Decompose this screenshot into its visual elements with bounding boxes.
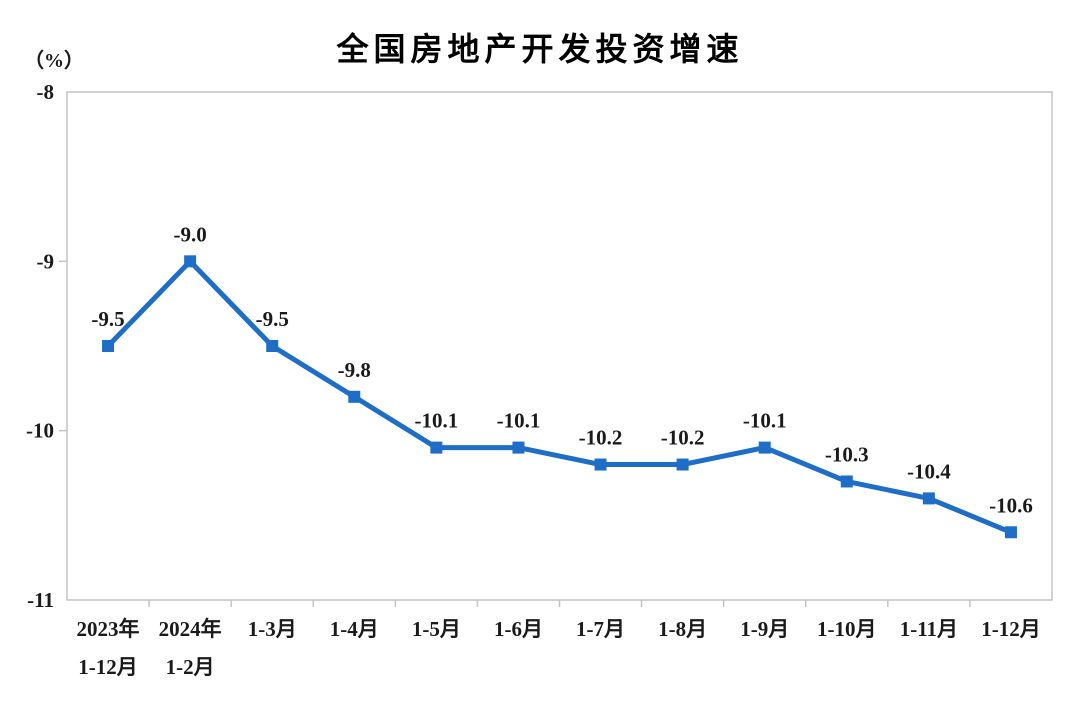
y-axis-unit-label: （%） bbox=[24, 50, 84, 72]
x-axis-category-label: 1-2月 bbox=[166, 655, 215, 679]
data-point-value-label: -10.2 bbox=[661, 426, 705, 450]
data-point-value-label: -9.5 bbox=[256, 307, 289, 331]
x-axis-category-label: 1-6月 bbox=[494, 617, 543, 641]
data-point-marker bbox=[266, 340, 279, 352]
data-point-value-label: -9.5 bbox=[91, 307, 124, 331]
x-axis-category-label: 1-4月 bbox=[330, 617, 379, 641]
data-point-marker bbox=[922, 492, 935, 505]
data-point-marker bbox=[840, 475, 853, 488]
data-point-value-label: -10.2 bbox=[579, 426, 623, 450]
data-point-value-label: -10.1 bbox=[497, 409, 541, 433]
x-axis-category-label: 1-11月 bbox=[900, 617, 958, 641]
data-point-marker bbox=[102, 340, 115, 352]
data-point-marker bbox=[348, 390, 361, 403]
data-point-marker bbox=[1004, 526, 1017, 539]
data-point-marker bbox=[758, 441, 771, 454]
x-axis-category-label: 1-7月 bbox=[576, 617, 625, 641]
y-axis-tick-label: -9 bbox=[37, 249, 55, 273]
data-point-value-label: -10.1 bbox=[415, 409, 459, 433]
data-point-value-label: -10.1 bbox=[743, 409, 787, 433]
x-axis-category-label: 1-10月 bbox=[817, 617, 877, 641]
data-point-value-label: -10.6 bbox=[989, 493, 1033, 517]
data-point-value-label: -10.3 bbox=[825, 442, 869, 466]
x-axis-category-label: 1-5月 bbox=[412, 617, 461, 641]
data-point-marker bbox=[594, 458, 607, 471]
x-axis-category-label: 1-9月 bbox=[740, 617, 789, 641]
data-point-marker bbox=[430, 441, 443, 454]
data-point-value-label: -9.8 bbox=[338, 358, 371, 382]
x-axis-category-label: 2024年 bbox=[159, 617, 222, 641]
x-axis-category-label: 1-8月 bbox=[658, 617, 707, 641]
data-series-line bbox=[105, 258, 1014, 535]
y-axis-tick-label: -11 bbox=[27, 588, 54, 612]
y-axis-tick-label: -8 bbox=[37, 80, 55, 104]
x-axis-category-label: 1-12月 bbox=[78, 655, 138, 679]
data-point-marker bbox=[512, 441, 525, 454]
data-point-value-label: -9.0 bbox=[174, 222, 207, 246]
data-point-marker bbox=[184, 255, 197, 268]
data-point-value-label: -10.4 bbox=[907, 459, 951, 483]
x-axis-category-label: 1-3月 bbox=[248, 617, 297, 641]
plot-border bbox=[66, 91, 1053, 601]
x-axis-category-label: 1-12月 bbox=[981, 617, 1041, 641]
y-axis-tick-label: -10 bbox=[26, 419, 54, 443]
x-axis-category-label: 2023年 bbox=[77, 617, 140, 641]
data-point-marker bbox=[676, 458, 689, 471]
chart-title: 全国房地产开发投资增速 bbox=[336, 31, 744, 67]
